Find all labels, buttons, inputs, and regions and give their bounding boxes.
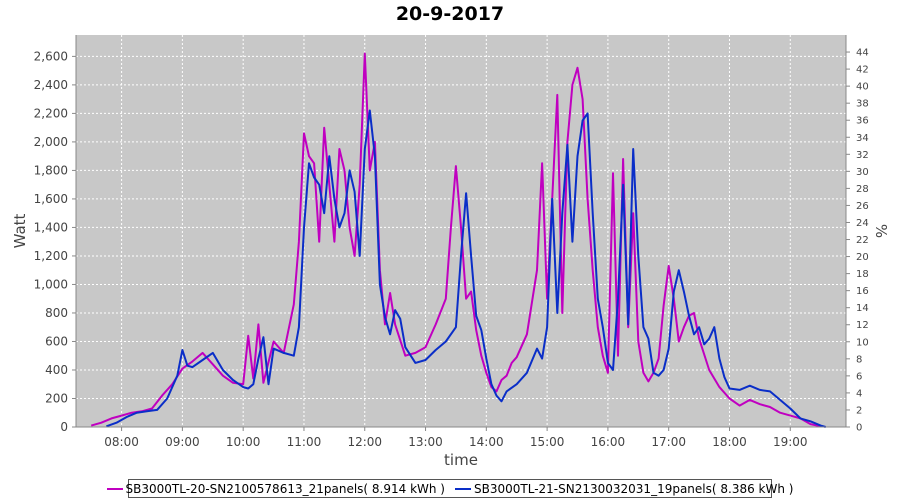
- y-tick-label: 1,200: [34, 249, 68, 263]
- x-axis-label: time: [444, 451, 478, 469]
- y2-tick-label: 36: [856, 116, 869, 127]
- chart-legend: SB3000TL-20-SN2100578613_21panels( 8.914…: [106, 479, 793, 498]
- y-tick-label: 600: [45, 334, 68, 348]
- y-tick-label: 2,600: [34, 49, 68, 63]
- y2-tick-label: 10: [856, 337, 869, 348]
- x-tick-label: 17:00: [651, 435, 686, 449]
- y-tick-label: 200: [45, 391, 68, 405]
- y2-tick-label: 34: [856, 133, 869, 144]
- y2-tick-label: 12: [856, 320, 869, 331]
- legend-swatch-series-2: [455, 487, 471, 490]
- x-tick-label: 14:00: [469, 435, 504, 449]
- y2-tick-label: 30: [856, 167, 869, 178]
- y-tick-label: 400: [45, 363, 68, 377]
- y-tick-label: 2,400: [34, 78, 68, 92]
- x-tick-label: 10:00: [226, 435, 261, 449]
- grid-lines: [76, 35, 846, 428]
- y2-axis-ticks: 0246810121416182022242628303234363840424…: [846, 48, 869, 434]
- x-tick-label: 15:00: [530, 435, 565, 449]
- series-line-2: [106, 109, 826, 428]
- legend-label-series-1: SB3000TL-20-SN2100578613_21panels( 8.914…: [125, 481, 445, 496]
- x-tick-label: 13:00: [408, 435, 443, 449]
- y2-tick-label: 32: [856, 150, 869, 161]
- y2-tick-label: 24: [856, 218, 869, 229]
- y-tick-label: 2,200: [34, 106, 68, 120]
- y2-tick-label: 14: [856, 303, 869, 314]
- y2-tick-label: 26: [856, 201, 869, 212]
- series-line-1: [90, 52, 821, 428]
- x-tick-label: 08:00: [104, 435, 139, 449]
- x-tick-label: 19:00: [773, 435, 808, 449]
- legend-label-series-2: SB3000TL-21-SN2130032031_19panels( 8.386…: [474, 481, 794, 496]
- legend-item-series-1: SB3000TL-20-SN2100578613_21panels( 8.914…: [106, 481, 445, 496]
- x-tick-label: 16:00: [591, 435, 626, 449]
- chart-title: 20-9-2017: [396, 3, 504, 25]
- y2-tick-label: 20: [856, 252, 869, 263]
- x-tick-label: 18:00: [712, 435, 747, 449]
- y2-tick-label: 4: [856, 388, 862, 399]
- y-tick-label: 800: [45, 306, 68, 320]
- x-axis-ticks: 08:00 09:00 10:00 11:00 12:00 13:00 14:00 15:00…: [104, 427, 808, 449]
- y2-tick-label: 44: [856, 48, 869, 59]
- x-tick-label: 12:00: [347, 435, 382, 449]
- x-tick-label: 11:00: [287, 435, 322, 449]
- y-axis-ticks: 0 200 400 600 800 1,000 1,200 1,400 1,600 1,800 2,…: [34, 49, 76, 434]
- y-tick-label: 1,400: [34, 220, 68, 234]
- legend-item-series-2: SB3000TL-21-SN2130032031_19panels( 8.386…: [455, 482, 793, 496]
- y2-tick-label: 22: [856, 235, 869, 246]
- y-tick-label: 0: [60, 420, 68, 434]
- legend-swatch-series-1: [106, 487, 123, 490]
- x-tick-label: 09:00: [165, 435, 200, 449]
- y-tick-label: 2,000: [34, 135, 68, 149]
- y-axis-label: Watt: [11, 213, 29, 248]
- y2-tick-label: 42: [856, 65, 869, 76]
- y2-axis-label: %: [872, 224, 890, 238]
- y2-tick-label: 2: [856, 405, 862, 416]
- y2-tick-label: 40: [856, 82, 869, 93]
- y2-tick-label: 16: [856, 286, 869, 297]
- y2-tick-label: 18: [856, 269, 869, 280]
- y2-tick-label: 38: [856, 99, 869, 110]
- y2-tick-label: 0: [856, 423, 862, 434]
- y-tick-label: 1,800: [34, 163, 68, 177]
- y-tick-label: 1,000: [34, 277, 68, 291]
- y-tick-label: 1,600: [34, 192, 68, 206]
- y2-tick-label: 28: [856, 184, 869, 195]
- series-lines: [90, 52, 826, 428]
- y2-tick-label: 8: [856, 354, 862, 365]
- y2-tick-label: 6: [856, 371, 862, 382]
